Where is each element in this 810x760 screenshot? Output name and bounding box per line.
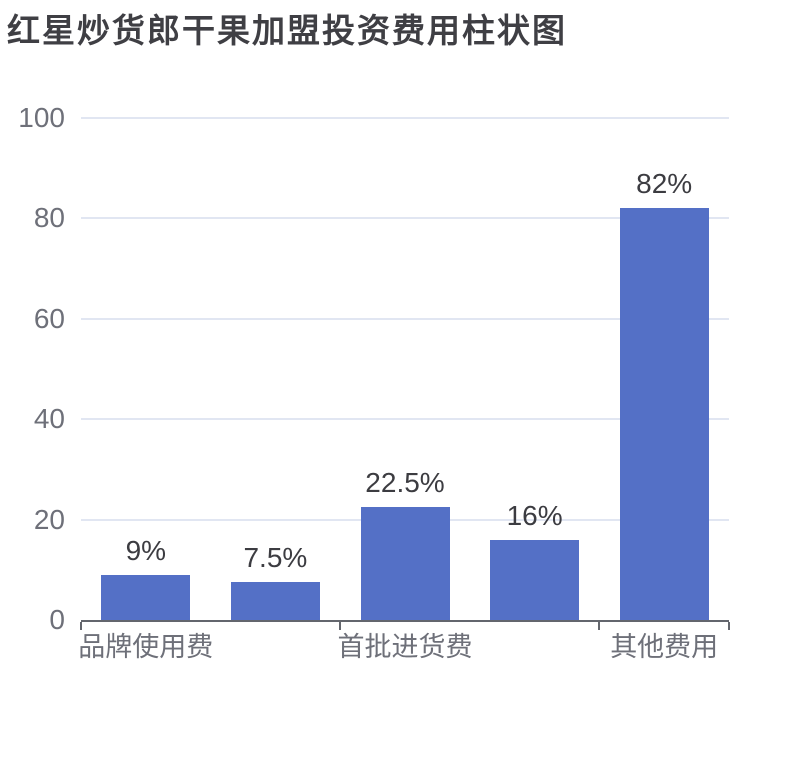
y-axis-tick-label: 60 (33, 302, 65, 334)
y-axis-tick-label: 100 (18, 102, 65, 133)
bar-value-label: 82% (636, 168, 693, 200)
y-axis-tick-label: 40 (33, 403, 65, 435)
bar (101, 574, 191, 620)
bar-value-label: 22.5% (365, 467, 445, 499)
y-axis-tick-label: 0 (49, 604, 65, 635)
plot-area: 9% 7.5% 22.5% 16% 82% 品牌使用费 首批进货费 其他费用 (78, 117, 730, 661)
bar (360, 507, 450, 620)
y-axis-tick-label: 20 (33, 503, 65, 535)
x-axis-category-label: 其他费用 (610, 632, 719, 662)
gridline (81, 217, 729, 220)
bar (490, 539, 580, 620)
bars-layer: 9% 7.5% 22.5% 16% 82% (81, 118, 729, 620)
y-axis-labels: 0 20 40 60 80 100 (0, 0, 65, 760)
y-axis-tick-label: 80 (33, 202, 65, 234)
gridline (81, 317, 729, 320)
x-axis-tick (339, 622, 342, 630)
gridline (81, 418, 729, 421)
bar (230, 582, 320, 620)
x-axis-tick (80, 622, 82, 630)
chart-title: 红星炒货郎干果加盟投资费用柱状图 (7, 12, 567, 49)
x-axis-category-label: 首批进货费 (337, 632, 473, 662)
bar-value-label: 16% (506, 499, 563, 531)
x-axis-tick (598, 622, 601, 630)
x-axis-tick (728, 622, 730, 630)
x-axis-layer: 品牌使用费 首批进货费 其他费用 (78, 118, 730, 661)
gridline (81, 117, 729, 119)
x-axis-category-label: 品牌使用费 (78, 632, 214, 662)
bar-value-label: 9% (125, 534, 167, 566)
bar-value-label: 7.5% (243, 542, 308, 574)
bar (619, 208, 709, 620)
